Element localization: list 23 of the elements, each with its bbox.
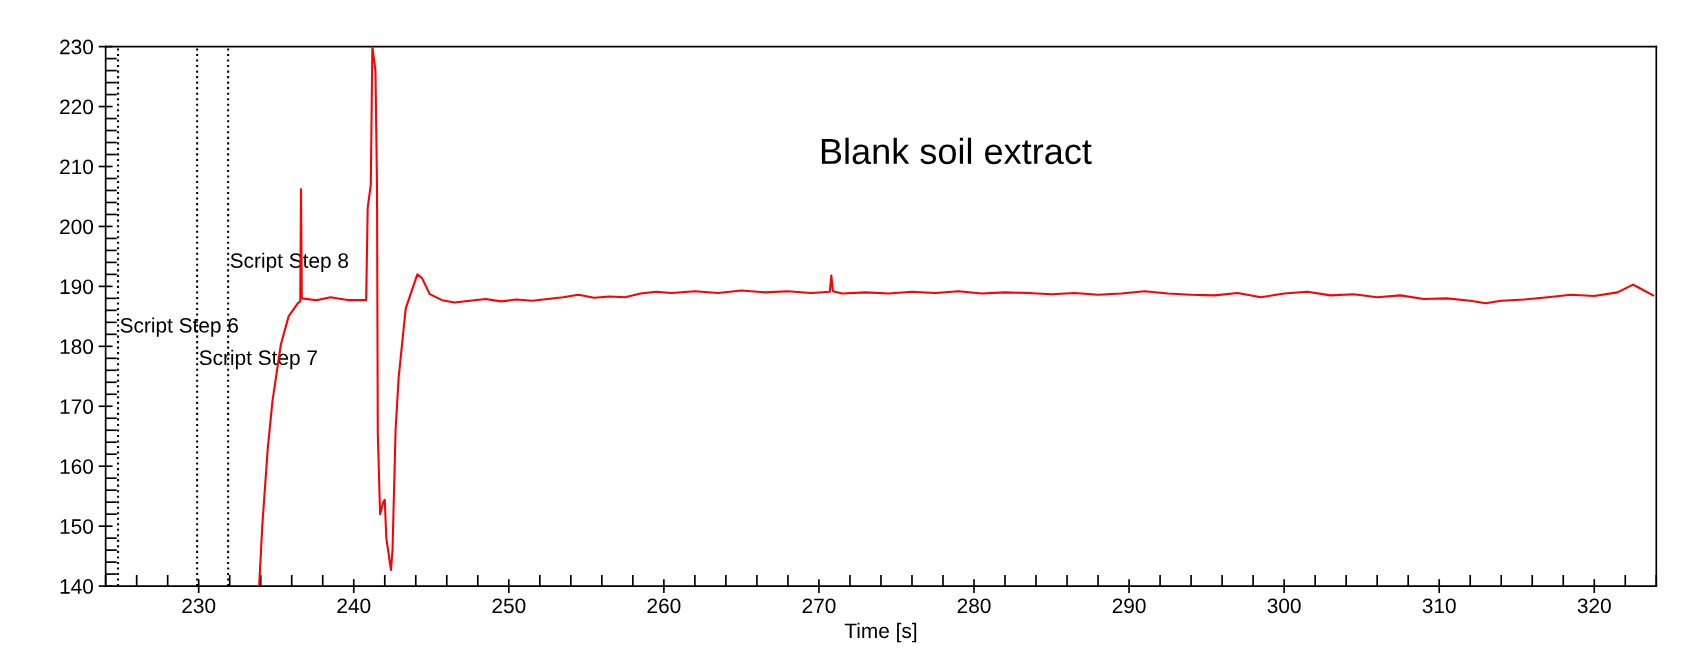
y-tick-label: 220 (60, 99, 94, 115)
ref-line-label: Script Step 6 (120, 317, 238, 337)
x-tick-label: 280 (957, 598, 991, 614)
y-tick-label: 190 (60, 279, 94, 295)
x-tick-label: 240 (337, 598, 371, 614)
x-tick-label: 270 (802, 598, 836, 614)
x-tick-label: 290 (1112, 598, 1146, 614)
y-tick-label: 170 (60, 399, 94, 415)
x-tick-label: 250 (492, 598, 526, 614)
y-tick-label: 160 (60, 459, 94, 474)
x-tick-label: 300 (1267, 598, 1301, 614)
y-tick-label: 200 (60, 219, 94, 235)
annotation: Blank soil extract (821, 137, 1092, 165)
x-tick-label: 310 (1422, 598, 1456, 614)
y-tick-label: 140 (60, 579, 94, 594)
y-tick-label: 180 (60, 339, 94, 355)
x-axis-title: Time [s] (844, 622, 917, 643)
x-tick-label: 260 (647, 598, 681, 614)
y-tick-label: 230 (60, 39, 94, 55)
x-tick-label: 320 (1577, 598, 1611, 614)
x-tick-label: 230 (182, 598, 216, 614)
y-tick-label: 150 (60, 519, 94, 534)
y-tick-label: 210 (60, 159, 94, 175)
